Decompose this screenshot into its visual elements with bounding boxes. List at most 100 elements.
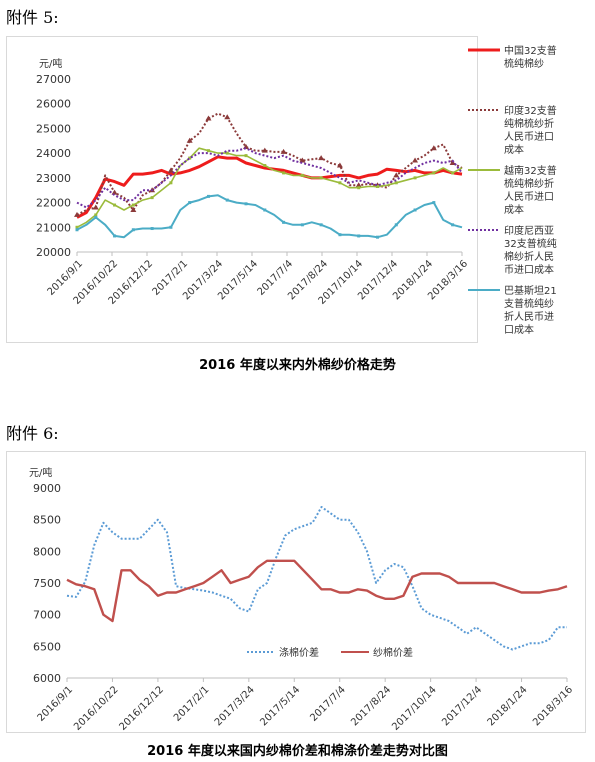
chart-2-caption: 2016 年度以来国内纱棉价差和棉涤价差走势对比图	[147, 744, 448, 759]
series-point	[206, 149, 210, 153]
x-tick-label: 2018/1/24	[486, 684, 530, 728]
y-tick-label: 24000	[36, 147, 71, 160]
legend-label: 人民币进口	[504, 191, 554, 203]
series-point	[451, 171, 455, 175]
series-point	[357, 234, 361, 238]
legend-label: 纯棉梳纱折	[504, 117, 554, 130]
legend-label: 成本	[504, 143, 524, 156]
y-tick-label: 26000	[36, 98, 71, 111]
series-point	[282, 220, 286, 224]
series-point	[75, 225, 79, 229]
chart-2-frame: 元/吨 6000 6500 7000 7500 8000 8500 9000 2016/9/1 2…	[6, 451, 586, 733]
series-point	[169, 181, 173, 185]
series-point	[188, 156, 192, 160]
series-point	[111, 189, 118, 195]
legend-label: 纱棉价差	[373, 646, 413, 659]
series-point	[94, 213, 98, 217]
series-point	[131, 228, 135, 232]
y-tick-label: 6000	[33, 672, 61, 685]
chart-1-legend: 中国32支普梳纯棉纱印度32支普纯棉梳纱折人民币进口成本越南32支普梳纯棉纱折人…	[468, 44, 557, 336]
y-tick-label: 27000	[36, 73, 71, 86]
x-tick-label: 2016/9/1	[36, 684, 76, 724]
series-point	[75, 228, 79, 232]
x-tick-label: 2016/10/22	[72, 684, 121, 732]
y-tick-label: 21000	[36, 221, 71, 234]
legend-label: 印度尼西亚	[504, 224, 554, 237]
x-tick-label: 2016/12/12	[117, 684, 166, 732]
legend-label: 中国32支普	[504, 44, 557, 57]
y-tick-label: 22000	[36, 197, 71, 210]
series-point	[150, 227, 154, 231]
legend-label: 涤棉价差	[279, 646, 319, 659]
series-point	[375, 185, 379, 189]
series-point	[282, 171, 286, 175]
series-point	[375, 235, 379, 239]
series-point	[74, 211, 80, 217]
legend-label: 支普梳纯纱	[504, 297, 554, 310]
chart-1-caption: 2016 年度以来内外棉纱价格走势	[199, 358, 396, 373]
series-point	[167, 167, 174, 173]
y-tick-label: 7500	[33, 577, 61, 590]
series-point	[206, 194, 210, 198]
series-point	[225, 198, 229, 202]
y-tick-label: 7000	[33, 609, 61, 622]
legend-label: 巴基斯坦21	[504, 284, 557, 297]
x-tick-label: 2017/8/24	[349, 684, 393, 728]
series-point	[261, 147, 268, 153]
x-tick-label: 2017/2/1	[172, 684, 212, 724]
series-point	[394, 181, 398, 185]
chart-2-spread-trend: 元/吨60006500700075008000850090002016/9/12…	[29, 466, 575, 733]
y-tick-label: 20000	[36, 246, 71, 259]
series-point	[94, 215, 98, 219]
series-point	[338, 181, 342, 185]
series-point	[430, 145, 437, 151]
series-point	[393, 172, 400, 178]
y-tick-label: 6500	[33, 640, 61, 653]
y-tick-label: 23000	[36, 172, 71, 185]
series-point	[263, 164, 267, 167]
series-line	[76, 147, 463, 209]
series-point	[432, 171, 436, 175]
legend-label: 人民币进口	[504, 131, 554, 143]
series-point	[394, 223, 398, 227]
series-point	[432, 201, 436, 205]
series-point	[150, 196, 154, 200]
series-point	[449, 160, 456, 166]
y-tick-label: 9000	[33, 482, 61, 495]
series-line	[76, 147, 463, 229]
series-point	[224, 114, 231, 120]
series-point	[130, 206, 137, 212]
legend-label: 棉纱折人民	[504, 250, 554, 263]
series-point	[169, 225, 173, 229]
series-point	[300, 173, 304, 177]
series-line	[76, 194, 463, 239]
series-point	[319, 176, 323, 180]
series-point	[299, 157, 306, 163]
legend-label: 梳纯棉纱折	[504, 177, 554, 190]
legend-label: 越南32支普	[504, 164, 557, 177]
legend-label: 32支普梳纯	[504, 237, 557, 250]
series-point	[413, 176, 417, 180]
series-point	[205, 115, 212, 121]
series-point	[186, 137, 193, 143]
legend-label: 币进口成本	[504, 263, 554, 276]
legend-label: 口成本	[504, 323, 534, 336]
series-point	[338, 233, 342, 237]
series-point	[225, 151, 229, 155]
series-line	[66, 506, 567, 651]
series-point	[412, 157, 419, 163]
y-axis-unit-label: 元/吨	[39, 57, 62, 70]
series-line	[66, 559, 568, 623]
y-tick-label: 8000	[33, 545, 61, 558]
series-point	[357, 186, 361, 190]
series-point	[280, 148, 287, 154]
series-point	[244, 154, 248, 158]
x-tick-label: 2017/12/4	[440, 684, 484, 728]
series-point	[188, 201, 192, 205]
attachment-5-label: 附件 5:	[6, 8, 59, 27]
series-point	[355, 182, 362, 188]
series-point	[131, 203, 135, 207]
y-axis-unit-label: 元/吨	[29, 466, 52, 479]
attachment-6-label: 附件 6:	[6, 424, 59, 443]
x-tick-label: 2018/3/16	[531, 684, 575, 728]
